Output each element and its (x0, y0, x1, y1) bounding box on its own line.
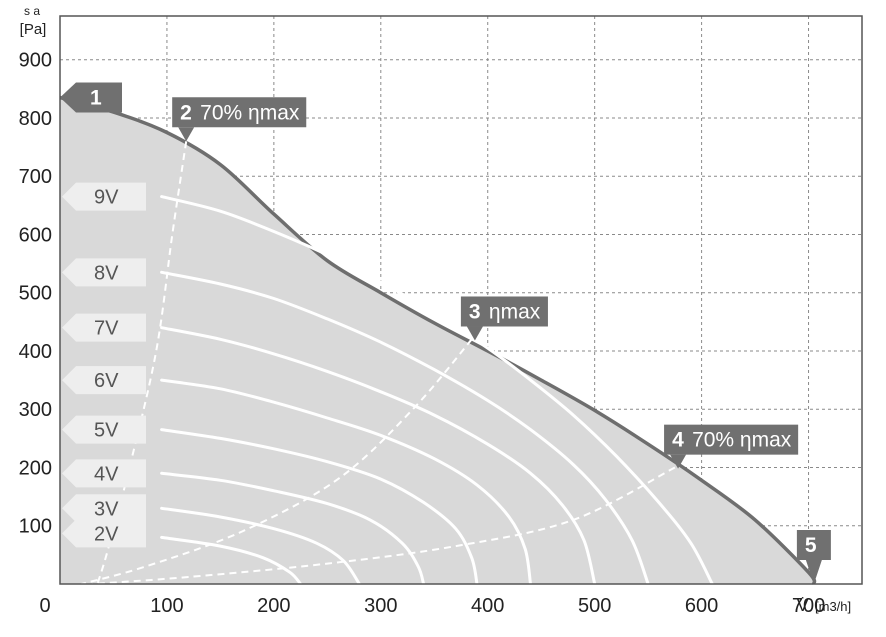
y-tick-label: 900 (19, 50, 52, 72)
marker-text: 70% ηmax (200, 101, 300, 124)
y-tick-label: 800 (19, 108, 52, 130)
speed-curve-3V (160, 506, 361, 586)
marker-pointer (805, 560, 822, 584)
y-tick-label: 100 (19, 516, 52, 538)
x-axis-label: V̇ (797, 596, 809, 615)
speed-curve-7V (160, 326, 597, 586)
y-tick-label: 200 (19, 457, 52, 479)
x-tick-label: 600 (685, 595, 718, 617)
x-tick-label: 500 (578, 595, 611, 617)
y-tick-label: 300 (19, 399, 52, 421)
marker-number: 2 (180, 101, 192, 124)
marker-number: 3 (469, 300, 481, 323)
x-tick-label: 700 (792, 595, 825, 617)
envelope-line (59, 95, 817, 585)
y-tick-label: 600 (19, 224, 52, 246)
marker-box (172, 97, 307, 128)
speed-curve-4V (160, 471, 426, 586)
marker-box (60, 82, 122, 113)
voltage-label-3V: 3V (62, 494, 146, 523)
voltage-label-5V: 5V (62, 415, 146, 444)
x-tick-label: 300 (364, 595, 397, 617)
marker-box (664, 424, 799, 455)
envelope-area (60, 97, 815, 584)
marker-pointer (178, 127, 195, 142)
speed-curve-8V (160, 270, 650, 586)
voltage-label-box (62, 415, 146, 444)
marker-3: 3 ηmax (460, 296, 548, 341)
marker-box (796, 530, 831, 560)
voltage-labels: 9V 8V 7V 6V 5V 4V 3V 2V (62, 182, 146, 548)
y-axis-unit: [Pa] (20, 21, 47, 38)
x-axis-unit: [m3/h] (815, 599, 851, 614)
voltage-label-2V: 2V (62, 519, 146, 548)
x-tick-label: 100 (150, 595, 183, 617)
y-tick-label: 400 (19, 341, 52, 363)
voltage-label-6V: 6V (62, 366, 146, 395)
voltage-label-box (62, 459, 146, 488)
voltage-label-7V: 7V (62, 313, 146, 342)
voltage-label-text: 5V (94, 420, 119, 442)
marker-text: 70% ηmax (692, 429, 792, 452)
marker-5: 5 (796, 530, 831, 584)
marker-4: 4 70% ηmax (664, 424, 799, 469)
speed-curve-9V (160, 195, 714, 586)
voltage-label-text: 6V (94, 370, 119, 392)
voltage-label-4V: 4V (62, 459, 146, 488)
operating-envelope (59, 95, 817, 585)
plot-frame (59, 15, 863, 585)
voltage-label-box (62, 366, 146, 395)
marker-1: 1 (60, 82, 122, 113)
speed-curves (160, 195, 714, 586)
point-markers: 1 2 70% ηmax 3 ηmax 4 70% ηmax 5 (60, 82, 831, 584)
x-tick-label: 400 (471, 595, 504, 617)
voltage-label-box (62, 182, 146, 211)
voltage-label-box (62, 494, 146, 523)
efficiency-line-3 (92, 466, 676, 585)
marker-number: 5 (805, 534, 817, 557)
efficiency-lines (81, 141, 676, 585)
voltage-label-text: 7V (94, 318, 119, 340)
voltage-label-text: 2V (94, 523, 119, 545)
voltage-label-8V: 8V (62, 258, 146, 287)
y-tick-label: 500 (19, 283, 52, 305)
speed-curve-2V (160, 535, 303, 586)
marker-number: 4 (672, 429, 684, 452)
voltage-label-text: 9V (94, 187, 119, 209)
voltage-label-box (62, 519, 146, 548)
voltage-label-box (62, 258, 146, 287)
x-tick-label: 200 (257, 595, 290, 617)
marker-box (460, 296, 548, 327)
efficiency-line-2 (81, 338, 473, 585)
marker-text: ηmax (489, 300, 541, 323)
efficiency-line-1 (96, 141, 188, 585)
marker-pointer (670, 454, 687, 469)
speed-curve-5V (160, 428, 479, 586)
voltage-label-box (62, 313, 146, 342)
marker-2: 2 70% ηmax (172, 97, 307, 142)
marker-number: 1 (90, 87, 102, 110)
voltage-label-9V: 9V (62, 182, 146, 211)
y-axis-label: s a (24, 4, 40, 18)
voltage-label-text: 8V (94, 262, 119, 284)
axes: 100 200 300 400 500 600 700 100 200 300 400 500 600 7… (19, 4, 863, 617)
y-tick-label: 700 (19, 166, 52, 188)
voltage-label-text: 3V (94, 498, 119, 520)
voltage-label-text: 4V (94, 463, 119, 485)
origin-label: 0 (39, 595, 50, 617)
speed-curve-6V (160, 378, 532, 586)
marker-pointer (466, 326, 483, 341)
